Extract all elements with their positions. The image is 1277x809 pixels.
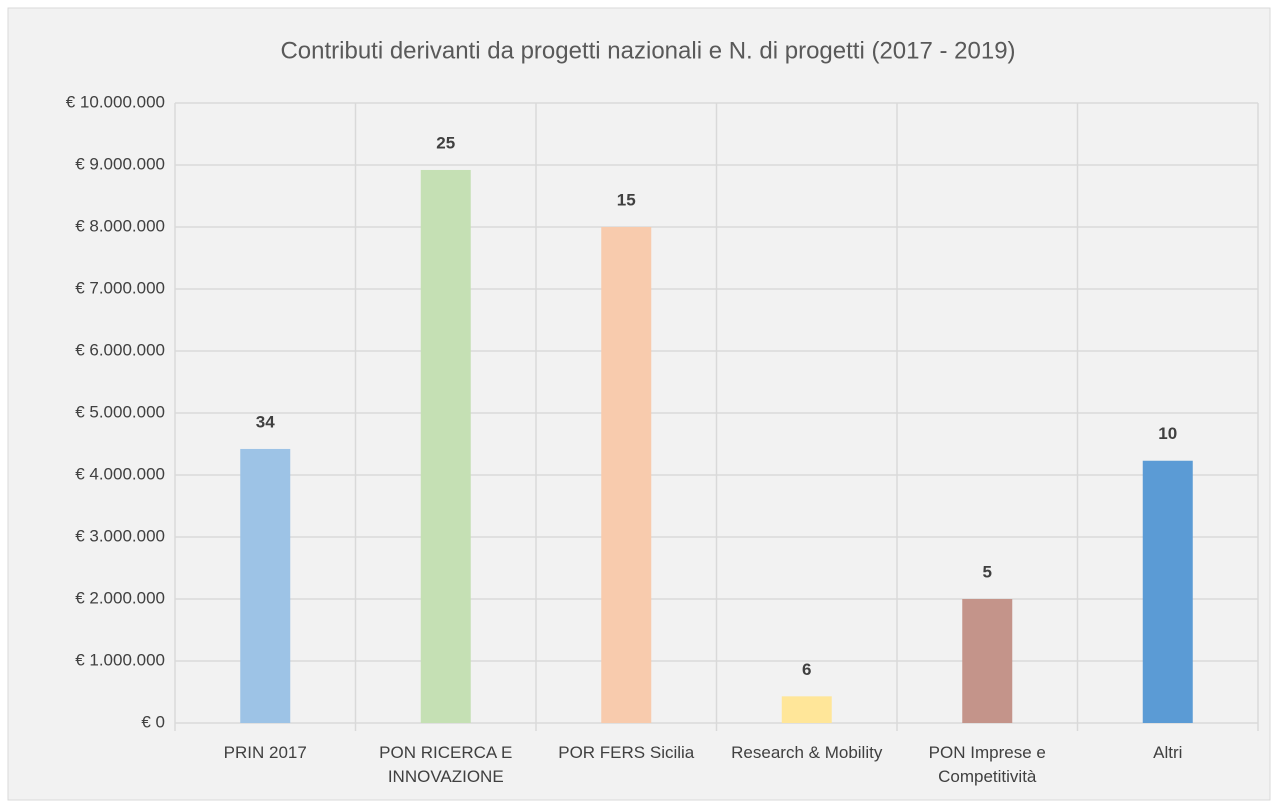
x-tick-label: PON Imprese e Competitività — [928, 743, 1046, 786]
bar — [1142, 460, 1193, 723]
y-tick-label: € 0 — [141, 712, 165, 731]
x-tick-label: PRIN 2017 — [223, 743, 307, 762]
y-tick-label: € 5.000.000 — [75, 402, 165, 421]
data-label: 6 — [802, 660, 811, 679]
chart-title: Contributi derivanti da progetti naziona… — [280, 37, 1015, 64]
y-tick-label: € 6.000.000 — [75, 340, 165, 359]
x-tick-label: POR FERS Sicilia — [558, 743, 695, 762]
y-tick-label: € 1.000.000 — [75, 650, 165, 669]
data-label: 5 — [983, 562, 992, 581]
bar — [601, 227, 652, 723]
data-label: 34 — [256, 412, 275, 431]
x-tick-label: PON RICERCA E INNOVAZIONE — [379, 743, 513, 786]
bar — [781, 696, 832, 723]
bar — [420, 169, 471, 723]
data-label: 25 — [436, 133, 455, 152]
y-tick-label: € 2.000.000 — [75, 588, 165, 607]
y-tick-label: € 3.000.000 — [75, 526, 165, 545]
y-tick-label: € 9.000.000 — [75, 154, 165, 173]
y-tick-label: € 10.000.000 — [66, 92, 165, 111]
y-tick-label: € 4.000.000 — [75, 464, 165, 483]
y-tick-label: € 8.000.000 — [75, 216, 165, 235]
x-tick-label: Research & Mobility — [731, 743, 883, 762]
y-tick-label: € 7.000.000 — [75, 278, 165, 297]
data-label: 15 — [617, 190, 636, 209]
bar — [962, 599, 1013, 723]
data-label: 10 — [1158, 424, 1177, 443]
bar — [240, 448, 291, 723]
x-tick-label: Altri — [1153, 743, 1183, 762]
